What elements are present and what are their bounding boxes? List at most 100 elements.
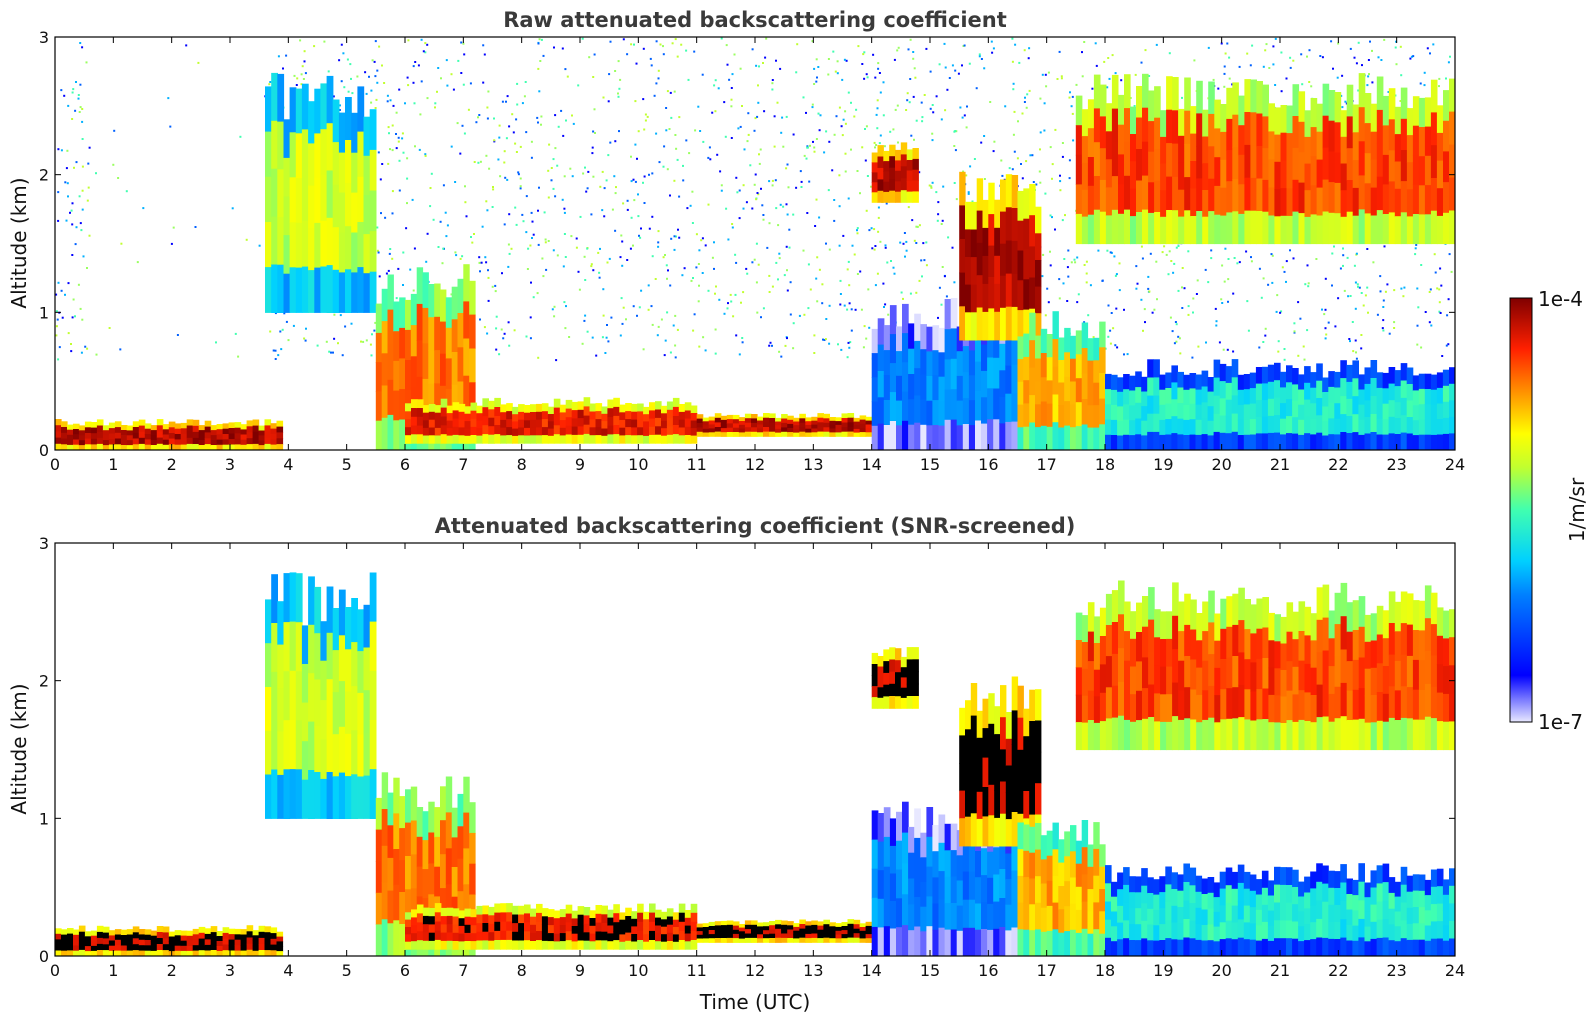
heatmap-cell (823, 919, 830, 925)
heatmap-cell (865, 938, 873, 943)
heatmap-cell (902, 333, 909, 363)
noise-dot (384, 216, 387, 219)
heatmap-cell (1352, 132, 1360, 161)
noise-dot (754, 173, 757, 176)
heatmap-cell (631, 435, 638, 444)
noise-dot (978, 53, 981, 56)
noise-dot (667, 269, 669, 272)
heatmap-cell (216, 936, 224, 942)
noise-dot (1382, 329, 1385, 332)
heatmap-cell (883, 171, 890, 183)
heatmap-cell (889, 334, 897, 364)
heatmap-cell (1436, 403, 1444, 420)
noise-dot (751, 48, 754, 51)
heatmap-cell (781, 920, 788, 926)
heatmap-cell (775, 425, 782, 430)
heatmap-cell (144, 950, 152, 956)
heatmap-cell (440, 888, 447, 923)
noise-dot (563, 211, 566, 214)
heatmap-cell (944, 389, 952, 421)
heatmap-cell (1334, 122, 1342, 154)
heatmap-cell (1394, 216, 1402, 245)
heatmap-cell (932, 929, 940, 956)
heatmap-cell (114, 945, 122, 952)
heatmap-cell (246, 426, 254, 433)
heatmap-cell (265, 643, 272, 688)
noise-dot (1347, 295, 1350, 298)
noise-dot (795, 71, 798, 74)
heatmap-cell (277, 774, 285, 819)
heatmap-cell (1262, 148, 1269, 181)
heatmap-cell (1017, 190, 1024, 222)
heatmap-cell (944, 876, 952, 904)
heatmap-cell (332, 227, 340, 271)
noise-dot (389, 99, 392, 102)
noise-dot (1047, 301, 1050, 304)
heatmap-cell (571, 918, 579, 927)
noise-dot (487, 276, 490, 279)
heatmap-cell (631, 403, 638, 413)
noise-dot (785, 115, 788, 118)
heatmap-cell (1208, 211, 1215, 245)
heatmap-cell (393, 360, 400, 392)
heatmap-cell (895, 191, 902, 203)
heatmap-cell (405, 419, 412, 428)
noise-dot (1051, 163, 1054, 166)
heatmap-cell (859, 930, 867, 936)
noise-dot (70, 350, 73, 353)
heatmap-cell (944, 329, 952, 360)
noise-dot (785, 203, 788, 206)
heatmap-cell (1129, 435, 1136, 450)
noise-dot (530, 281, 532, 284)
heatmap-cell (1035, 335, 1042, 360)
heatmap-cell (968, 899, 976, 929)
noise-dot (694, 129, 697, 132)
heatmap-cell (781, 427, 788, 433)
heatmap-cell (174, 935, 182, 942)
noise-dot (975, 87, 978, 90)
heatmap-cell (769, 933, 776, 939)
heatmap-cell (150, 950, 158, 956)
noise-dot (1353, 264, 1356, 267)
heatmap-cell (1225, 366, 1233, 384)
noise-dot (481, 225, 484, 228)
heatmap-cell (847, 933, 855, 939)
noise-dot (601, 336, 604, 339)
heatmap-cell (308, 270, 315, 313)
noise-dot (850, 148, 852, 151)
noise-dot (753, 183, 756, 186)
heatmap-cell (96, 950, 104, 956)
noise-dot (429, 205, 432, 208)
heatmap-cell (1172, 77, 1179, 111)
heatmap-cell (1394, 188, 1402, 217)
noise-dot (1039, 148, 1041, 151)
heatmap-cell (817, 422, 824, 428)
heatmap-cell (1052, 422, 1059, 450)
heatmap-cell (993, 928, 1000, 956)
heatmap-cell (174, 945, 182, 952)
noise-dot (1250, 256, 1252, 259)
heatmap-cell (265, 267, 272, 313)
heatmap-cell (186, 443, 194, 450)
noise-dot (1085, 260, 1088, 263)
heatmap-cell (180, 930, 188, 937)
heatmap-cell (912, 683, 919, 697)
heatmap-cell (684, 925, 692, 934)
noise-dot (630, 180, 633, 183)
heatmap-cell (1322, 377, 1329, 393)
heatmap-cell (351, 192, 358, 234)
heatmap-cell (541, 419, 549, 428)
heatmap-cell (1430, 419, 1438, 436)
heatmap-cell (696, 431, 704, 437)
heatmap-cell (464, 421, 472, 430)
noise-dot (1114, 274, 1117, 277)
heatmap-cell (714, 431, 722, 437)
noise-dot (846, 308, 849, 311)
heatmap-cell (829, 417, 836, 422)
noise-dot (657, 325, 660, 328)
noise-dot (463, 132, 466, 135)
heatmap-cell (661, 435, 668, 444)
noise-dot (441, 262, 444, 265)
noise-dot (459, 152, 462, 155)
noise-dot (381, 163, 384, 165)
